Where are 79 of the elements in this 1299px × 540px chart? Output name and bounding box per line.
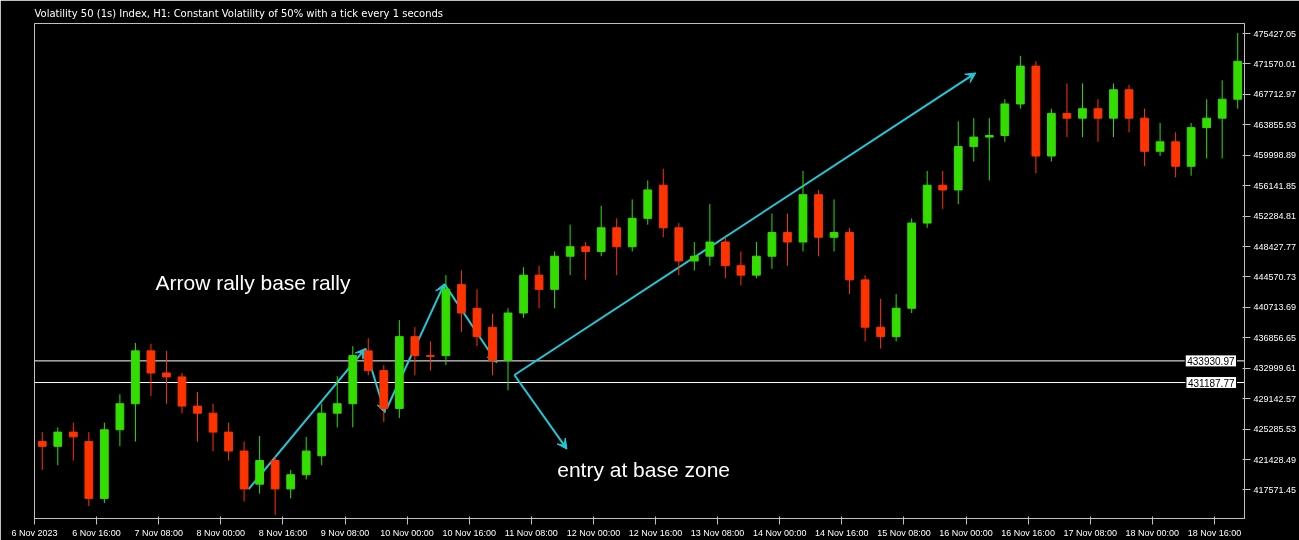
candlestick <box>363 337 373 376</box>
x-tick-label: 6 Nov 2023 <box>11 527 58 538</box>
candlestick <box>410 326 420 376</box>
y-tick-label: 456141.85 <box>1253 180 1297 191</box>
chart-title: Volatility 50 (1s) Index, H1: Constant Volatility of 50% with a tick every 1 seconds <box>34 7 444 19</box>
candlestick <box>783 213 792 267</box>
candlestick <box>612 217 622 276</box>
x-tick-label: 18 Nov 00:00 <box>1125 527 1180 538</box>
candlestick <box>332 375 342 428</box>
candlestick <box>162 350 171 405</box>
x-tick-label: 14 Nov 16:00 <box>815 527 869 538</box>
y-tick-label: 425285.53 <box>1253 424 1297 435</box>
candlestick <box>1093 98 1103 143</box>
candlestick <box>301 436 311 480</box>
candlestick <box>1217 79 1227 159</box>
candlestick <box>829 198 839 252</box>
candlestick <box>720 236 730 279</box>
y-tick-label: 444570.73 <box>1253 271 1297 282</box>
candlestick <box>255 435 264 495</box>
x-tick-label: 7 Nov 08:00 <box>134 527 183 538</box>
x-tick-label: 8 Nov 16:00 <box>258 527 308 538</box>
ref-line-label: 431187.77 <box>1187 377 1235 389</box>
candlestick <box>1078 82 1087 138</box>
candlestick <box>193 391 202 443</box>
y-tick-label: 459998.89 <box>1253 150 1297 161</box>
y-tick-label: 429142.57 <box>1253 393 1297 404</box>
candlestick <box>969 117 979 163</box>
candlestick <box>752 241 761 279</box>
x-tick-label: 8 Nov 00:00 <box>196 527 246 538</box>
candlestick <box>53 426 63 466</box>
x-tick-label: 10 Nov 00:00 <box>380 527 434 538</box>
x-tick-label: 12 Nov 16:00 <box>628 527 683 538</box>
x-tick-label: 14 Nov 00:00 <box>752 527 807 538</box>
candlestick <box>208 403 218 452</box>
y-tick-label: 467712.97 <box>1253 89 1297 100</box>
x-tick-label: 17 Nov 08:00 <box>1063 527 1117 538</box>
x-tick-label: 16 Nov 00:00 <box>939 527 993 538</box>
candlestick <box>705 203 715 267</box>
y-tick-label: 471570.01 <box>1253 58 1297 69</box>
candlestick <box>68 422 78 462</box>
y-tick-label: 475427.05 <box>1253 28 1297 39</box>
x-tick-label: 6 Nov 16:00 <box>72 527 121 538</box>
annotation: entry at base zone <box>557 457 730 481</box>
x-tick-label: 18 Nov 16:00 <box>1187 527 1242 538</box>
y-tick-label: 448427.77 <box>1253 241 1297 252</box>
candlestick <box>1202 98 1212 159</box>
x-tick-label: 10 Nov 16:00 <box>442 527 496 538</box>
x-tick-label: 13 Nov 08:00 <box>690 527 745 538</box>
ref-line-label: 433930.97 <box>1187 355 1235 367</box>
x-tick-label: 9 Nov 08:00 <box>320 527 370 538</box>
candlestick <box>37 431 47 471</box>
y-tick-label: 421428.49 <box>1253 454 1297 465</box>
candlestick <box>984 117 994 181</box>
candlestick <box>534 265 544 309</box>
candlestick <box>1062 82 1072 138</box>
y-tick-label: 432999.61 <box>1253 363 1297 374</box>
candlestick <box>224 422 233 462</box>
y-tick-label: 436856.65 <box>1253 332 1297 343</box>
candlestick <box>565 224 575 276</box>
candlestick <box>938 170 948 210</box>
candlestick <box>689 241 699 271</box>
candlestick <box>146 343 156 397</box>
candlestick <box>1155 122 1165 157</box>
candlestick <box>767 213 777 270</box>
candlestick <box>876 298 886 349</box>
annotation: Arrow rally base rally <box>155 270 351 294</box>
candlestick <box>286 469 296 499</box>
candlestick <box>426 340 435 372</box>
x-tick-label: 12 Nov 00:00 <box>566 527 621 538</box>
x-tick-label: 11 Nov 08:00 <box>504 527 558 538</box>
y-tick-label: 417571.45 <box>1253 484 1297 495</box>
candlestick <box>581 241 591 281</box>
candlestick <box>736 250 746 286</box>
y-tick-label: 452284.81 <box>1253 211 1297 222</box>
x-tick-label: 15 Nov 08:00 <box>877 527 931 538</box>
x-tick-label: 16 Nov 16:00 <box>1001 527 1055 538</box>
candlestick <box>596 205 606 257</box>
y-tick-label: 463855.93 <box>1253 119 1297 130</box>
y-tick-label: 440713.69 <box>1253 302 1297 313</box>
